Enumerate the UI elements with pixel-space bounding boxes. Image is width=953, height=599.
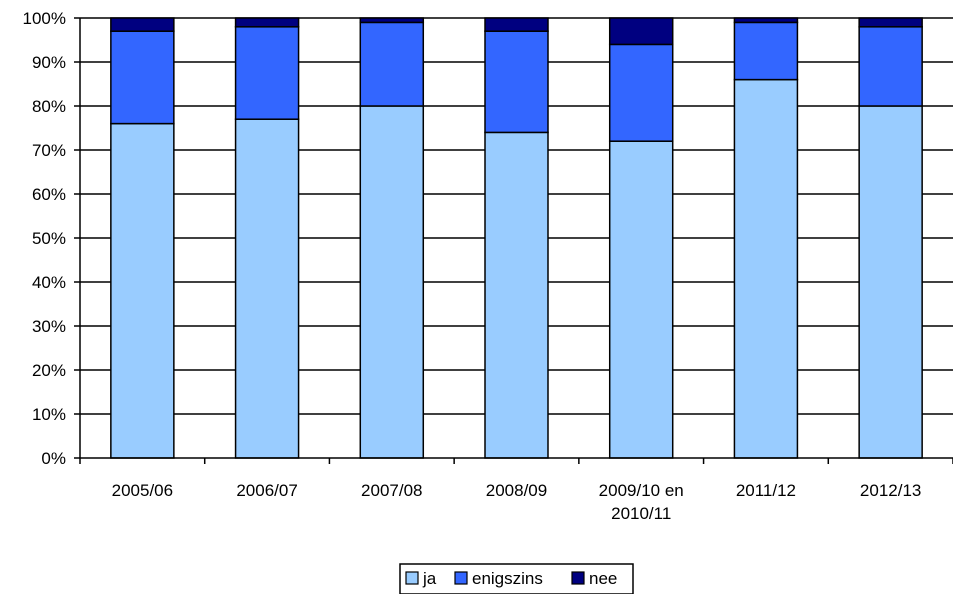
legend-swatch-ja (405, 571, 419, 585)
bar-segment-nee (608, 17, 674, 46)
bar-segment-ja (608, 140, 674, 459)
y-tick-label: 100% (23, 9, 66, 28)
y-tick-label: 70% (32, 141, 66, 160)
y-tick-label: 80% (32, 97, 66, 116)
legend-label-ja: ja (422, 569, 437, 588)
bar-segment-enigszins (733, 21, 799, 81)
bar-segment-nee (359, 17, 425, 24)
bar-segment-nee (110, 17, 175, 32)
y-tick-label: 40% (32, 273, 66, 292)
y-tick-label: 50% (32, 229, 66, 248)
bar-segment-enigszins (110, 30, 175, 125)
y-tick-label: 20% (32, 361, 66, 380)
bar-segment-ja (234, 118, 300, 459)
y-tick-label: 10% (32, 405, 66, 424)
y-tick-label: 60% (32, 185, 66, 204)
bar-segment-enigszins (858, 26, 923, 107)
bar-segment-ja (359, 105, 425, 459)
y-tick-label: 30% (32, 317, 66, 336)
x-tick-label: 2012/13 (860, 481, 921, 500)
bar-segment-nee (484, 17, 549, 32)
bar-segment-ja (484, 131, 549, 459)
x-tick-label: 2005/06 (112, 481, 173, 500)
y-axis-tick-labels: 0% 10% 20% 30% 40% 50% 60% 70% 80% 90% 100% (23, 9, 66, 468)
bar-segment-nee (733, 17, 799, 24)
bar-segment-enigszins (484, 30, 549, 134)
axes (74, 17, 953, 464)
y-tick-label: 0% (41, 449, 66, 468)
bar-segment-nee (858, 17, 923, 28)
legend: ja enigszins nee (399, 563, 634, 595)
bar-segment-ja (733, 78, 799, 459)
bar-segment-enigszins (359, 21, 425, 107)
legend-label-enigszins: enigszins (472, 569, 543, 588)
x-axis-tick-labels: 2005/06 2006/07 2007/08 2008/09 2009/10 en 20… (112, 481, 922, 523)
x-tick-label: 2007/08 (361, 481, 422, 500)
legend-label-nee: nee (589, 569, 617, 588)
bars (110, 17, 923, 459)
bar-segment-ja (110, 122, 175, 459)
bar-segment-enigszins (608, 43, 674, 142)
x-tick-label: 2009/10 en 2010/11 (599, 481, 684, 523)
legend-swatch-nee (571, 571, 585, 585)
legend-swatch-enigszins (454, 571, 468, 585)
x-tick-label: 2006/07 (236, 481, 297, 500)
bar-segment-ja (858, 105, 923, 459)
x-tick-label: 2008/09 (486, 481, 547, 500)
bar-segment-nee (234, 17, 300, 28)
x-tick-label: 2011/12 (736, 481, 796, 500)
bar-segment-enigszins (234, 26, 300, 120)
y-tick-label: 90% (32, 53, 66, 72)
